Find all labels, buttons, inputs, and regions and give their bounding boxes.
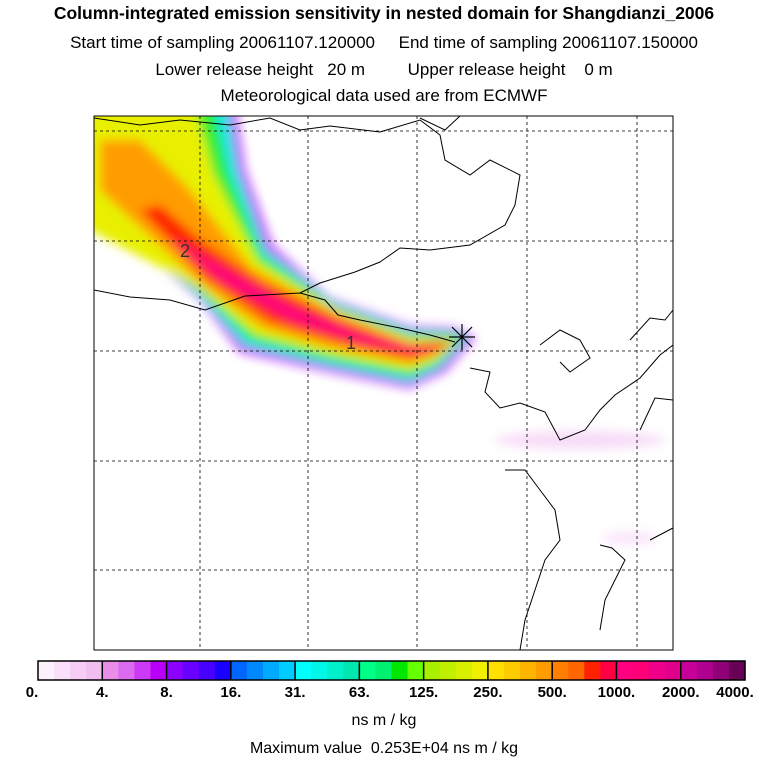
colorbar-swatch (150, 661, 168, 680)
colorbar-swatch (166, 661, 184, 680)
colorbar-unit: ns m / kg (351, 712, 417, 729)
colorbar-swatch (198, 661, 216, 680)
colorbar-tick-label: 4000. (716, 684, 754, 701)
colorbar-tick-label: 500. (537, 684, 567, 701)
colorbar-tick-label: 4. (96, 684, 109, 701)
colorbar-swatch (680, 661, 698, 680)
colorbar-tick-label: 63. (348, 684, 370, 701)
start-time-label: Start time of sampling 20061107.120000 (70, 33, 376, 52)
colorbar-swatch (471, 661, 489, 680)
colorbar-swatch (134, 661, 152, 680)
release-heights: Lower release height 20 m Upper release … (0, 60, 768, 80)
colorbar-tick-label: 16. (220, 684, 242, 701)
met-data-label: Meteorological data used are from ECMWF (220, 86, 548, 105)
colorbar-swatch (327, 661, 344, 680)
colorbar-swatch (520, 661, 537, 680)
lower-release-label: Lower release height 20 m (155, 60, 366, 79)
colorbar-swatch (311, 661, 328, 680)
colorbar-swatch (696, 661, 714, 680)
colorbar-swatch (246, 661, 264, 680)
colorbar-tick-label: 125. (409, 684, 439, 701)
colorbar-tick-label: 1000. (597, 684, 636, 701)
colorbar-swatch (262, 661, 280, 680)
faint-patches (495, 431, 665, 544)
colorbar-swatch (728, 661, 746, 680)
coastlines (94, 116, 673, 650)
colorbar-swatch (407, 661, 425, 680)
colorbar-swatch (70, 661, 87, 680)
colorbar-swatch (536, 661, 553, 680)
colorbar-swatch (182, 661, 200, 680)
trajectory-marker-1: 1 (346, 333, 356, 353)
colorbar-swatch (616, 661, 634, 680)
colorbar-swatch (664, 661, 682, 680)
colorbar-swatch (439, 661, 457, 680)
colorbar-swatch (552, 661, 569, 680)
plot-title: Column-integrated emission sensitivity i… (53, 3, 715, 23)
colorbar-swatch (391, 661, 409, 680)
sampling-times: Start time of sampling 20061107.120000 E… (0, 33, 768, 53)
plume-field (94, 116, 673, 650)
colorbar-swatch (568, 661, 585, 680)
colorbar-tick-label: 8. (160, 684, 173, 701)
colorbar-tick-label: 0. (25, 684, 39, 701)
colorbar-border (37, 660, 746, 681)
colorbar-swatch (503, 661, 521, 680)
colorbar-swatch (423, 661, 441, 680)
graticule (94, 116, 673, 650)
colorbar-swatch (102, 661, 119, 680)
maximum-value-label: Maximum value 0.253E+04 ns m / kg (249, 740, 519, 757)
colorbar-swatch (487, 661, 505, 680)
colorbar-tick-label: 2000. (661, 684, 700, 701)
colorbar-swatch (632, 661, 650, 680)
colorbar-tick-label: 31. (284, 684, 306, 701)
colorbar-swatch (279, 661, 296, 680)
colorbar-swatch (584, 661, 601, 680)
colorbar-tick-label: 250. (473, 684, 503, 701)
colorbar-swatch (343, 661, 360, 680)
colorbar-swatch (38, 661, 55, 680)
colorbar-swatch (54, 661, 71, 680)
colorbar-swatch (118, 661, 136, 680)
trajectory-marker-2: 2 (180, 241, 190, 261)
receptor-marker (449, 324, 475, 350)
map-frame (93, 115, 674, 651)
colorbar-swatch (375, 661, 393, 680)
colorbar-swatch (455, 661, 473, 680)
colorbar-swatch (295, 661, 312, 680)
colorbar-swatch (86, 661, 103, 680)
upper-release-label: Upper release height 0 m (407, 60, 613, 79)
colorbar-swatch (600, 661, 618, 680)
colorbar-swatch (712, 661, 730, 680)
colorbar-swatch (359, 661, 377, 680)
colorbar (37, 660, 746, 681)
colorbar-swatch (214, 661, 232, 680)
end-time-label: End time of sampling 20061107.150000 (398, 33, 698, 52)
colorbar-swatch (230, 661, 248, 680)
colorbar-swatch (648, 661, 666, 680)
